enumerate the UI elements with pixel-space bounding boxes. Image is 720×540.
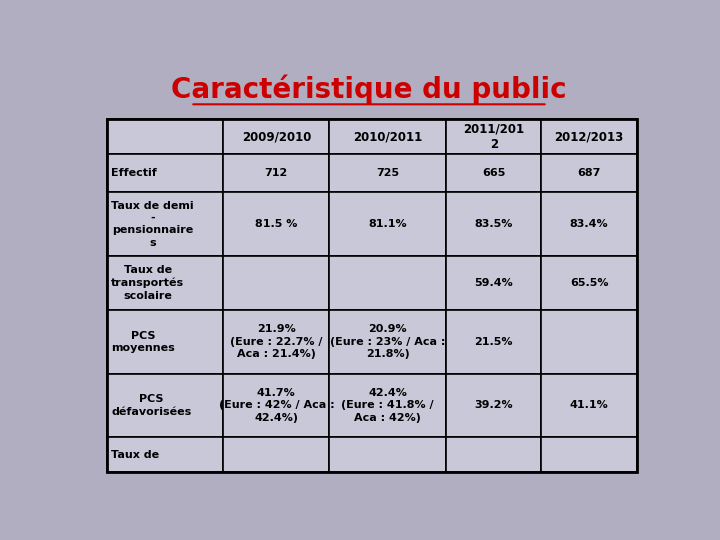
Bar: [107, 310, 223, 374]
Text: Caractéristique du public: Caractéristique du public: [171, 75, 567, 105]
Text: 725: 725: [376, 168, 400, 178]
Bar: [541, 119, 637, 154]
Text: 81.5 %: 81.5 %: [255, 219, 297, 229]
Bar: [329, 154, 446, 192]
Text: Effectif: Effectif: [111, 168, 157, 178]
Text: 20.9%
(Eure : 23% / Aca :
21.8%): 20.9% (Eure : 23% / Aca : 21.8%): [330, 325, 446, 359]
Bar: [107, 154, 223, 192]
Text: 2012/2013: 2012/2013: [554, 130, 624, 143]
Bar: [541, 310, 637, 374]
Text: 21.5%: 21.5%: [474, 337, 513, 347]
Bar: [541, 437, 637, 472]
Bar: [329, 374, 446, 437]
Bar: [107, 119, 637, 472]
Text: 21.9%
(Eure : 22.7% /
Aca : 21.4%): 21.9% (Eure : 22.7% / Aca : 21.4%): [230, 325, 323, 359]
Text: Taux de: Taux de: [111, 450, 159, 460]
Text: 39.2%: 39.2%: [474, 401, 513, 410]
Text: 712: 712: [265, 168, 288, 178]
Text: 81.1%: 81.1%: [369, 219, 407, 229]
Text: 2009/2010: 2009/2010: [242, 130, 311, 143]
Bar: [223, 256, 329, 310]
Bar: [446, 437, 541, 472]
Bar: [329, 119, 446, 154]
Text: PCS
moyennes: PCS moyennes: [111, 330, 175, 353]
Bar: [329, 192, 446, 256]
Bar: [446, 154, 541, 192]
Bar: [107, 437, 223, 472]
Bar: [446, 374, 541, 437]
Text: 687: 687: [577, 168, 600, 178]
Bar: [541, 192, 637, 256]
Text: 665: 665: [482, 168, 505, 178]
Text: PCS
défavorisées: PCS défavorisées: [111, 394, 192, 417]
Bar: [446, 310, 541, 374]
Text: 59.4%: 59.4%: [474, 278, 513, 288]
Text: Taux de demi
-
pensionnaire
s: Taux de demi - pensionnaire s: [111, 200, 194, 248]
Bar: [329, 256, 446, 310]
Bar: [541, 154, 637, 192]
Text: 65.5%: 65.5%: [570, 278, 608, 288]
Text: 42.4%
(Eure : 41.8% /
Aca : 42%): 42.4% (Eure : 41.8% / Aca : 42%): [341, 388, 434, 423]
Bar: [223, 374, 329, 437]
Bar: [541, 374, 637, 437]
Bar: [223, 119, 329, 154]
Text: 41.1%: 41.1%: [570, 401, 608, 410]
Bar: [541, 256, 637, 310]
Bar: [107, 256, 223, 310]
Bar: [223, 154, 329, 192]
Bar: [107, 119, 223, 154]
Bar: [223, 437, 329, 472]
Text: 83.5%: 83.5%: [474, 219, 513, 229]
Bar: [223, 310, 329, 374]
Bar: [107, 374, 223, 437]
Bar: [329, 437, 446, 472]
Bar: [446, 256, 541, 310]
Text: 2011/201
2: 2011/201 2: [463, 122, 524, 151]
Text: 2010/2011: 2010/2011: [353, 130, 423, 143]
Bar: [446, 119, 541, 154]
Text: Taux de
transportés
scolaire: Taux de transportés scolaire: [111, 265, 184, 301]
Bar: [223, 192, 329, 256]
Text: 41.7%
(Eure : 42% / Aca :
42.4%): 41.7% (Eure : 42% / Aca : 42.4%): [219, 388, 334, 423]
Bar: [329, 310, 446, 374]
Bar: [107, 192, 223, 256]
Text: 83.4%: 83.4%: [570, 219, 608, 229]
Bar: [446, 192, 541, 256]
